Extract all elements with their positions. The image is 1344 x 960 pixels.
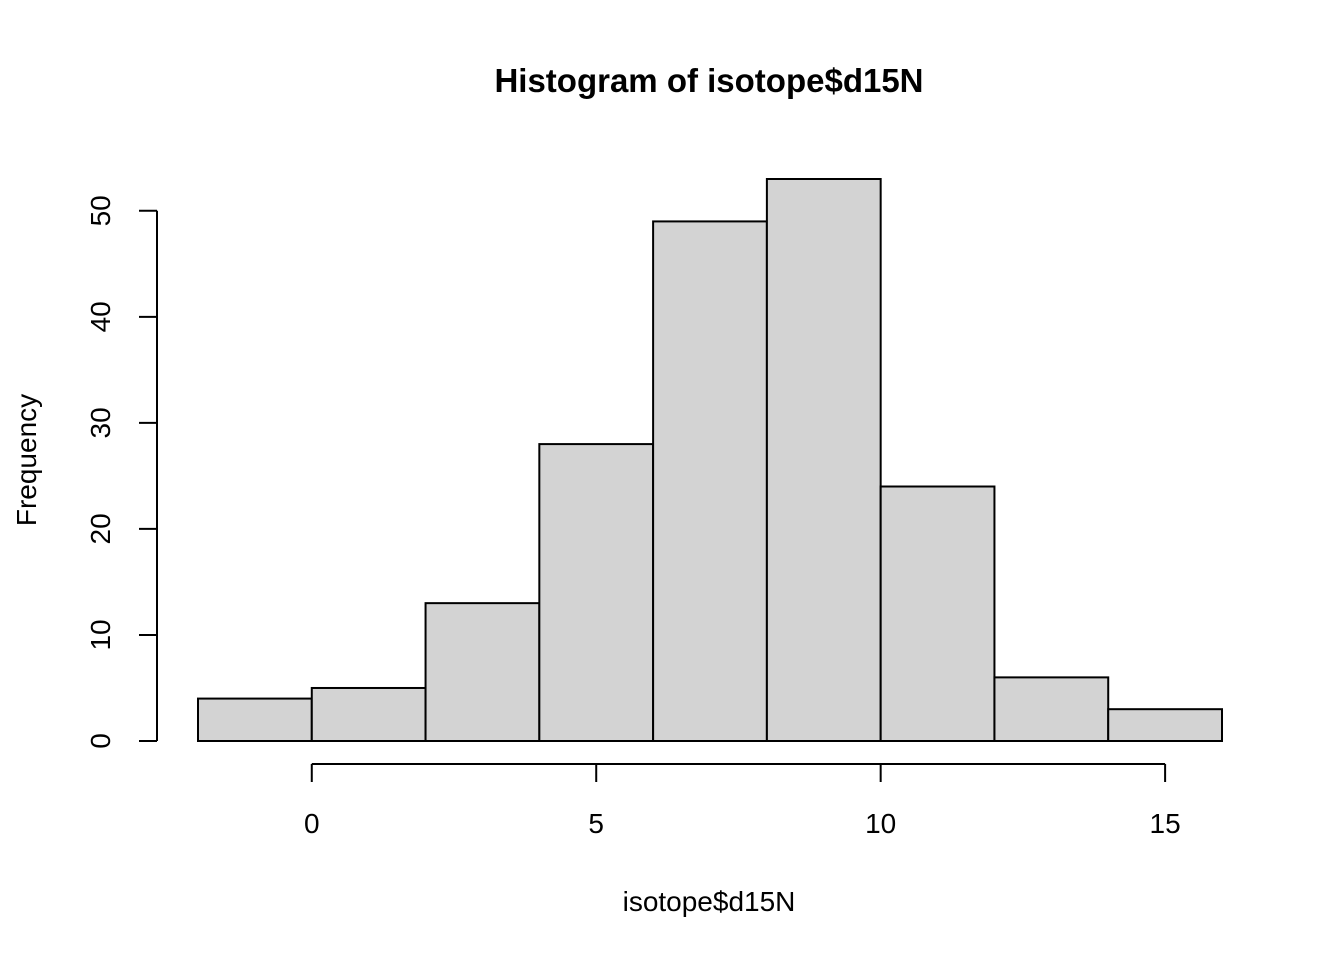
y-tick-label-0: 0 [85,733,116,749]
histogram-bar-1 [310,686,427,743]
x-tick-label-0: 0 [304,808,320,839]
y-tick-label-10: 10 [85,619,116,650]
y-tick-label-40: 40 [85,301,116,332]
y-tick-label-30: 30 [85,407,116,438]
histogram-bar-3 [538,443,655,742]
x-tick-label-5: 5 [588,808,604,839]
bars [197,178,1223,743]
histogram-bar-2 [424,602,541,742]
x-tick-label-10: 10 [865,808,896,839]
x-axis-label: isotope$d15N [623,886,796,917]
y-tick-label-20: 20 [85,513,116,544]
x-tick-label-15: 15 [1150,808,1181,839]
x-axis: 0 5 10 15 [304,763,1181,839]
histogram-bar-0 [197,697,313,742]
chart-title: Histogram of isotope$d15N [494,62,923,99]
histogram-bar-5 [765,178,882,742]
histogram-bar-7 [993,676,1110,743]
histogram-bar-6 [879,485,996,742]
y-tick-label-50: 50 [85,195,116,226]
y-axis-label: Frequency [11,394,42,526]
y-axis: 0 10 20 30 40 50 [85,195,158,749]
histogram-bar-8 [1107,708,1223,742]
histogram-bar-4 [652,220,768,742]
